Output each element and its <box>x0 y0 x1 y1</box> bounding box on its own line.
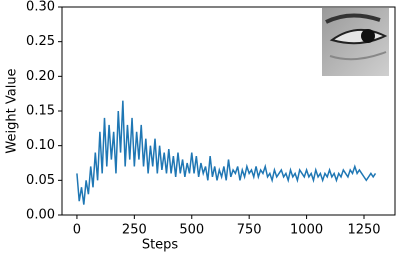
x-axis-label: Steps <box>142 238 179 253</box>
inset-image <box>322 8 389 76</box>
x-tick-label: 0 <box>73 223 81 238</box>
y-tick-label: 0.15 <box>26 104 55 119</box>
y-tick-label: 0.05 <box>26 173 55 188</box>
y-tick-label: 0.25 <box>26 34 55 49</box>
x-tick-label: 750 <box>237 223 262 238</box>
plot-frame <box>61 6 396 216</box>
y-tick-label: 0.00 <box>26 208 55 223</box>
x-tick-label: 1000 <box>290 223 323 238</box>
y-axis-label: Weight Value <box>5 68 20 153</box>
y-tick-label: 0.30 <box>26 0 55 15</box>
data-line <box>76 100 377 205</box>
x-tick-label: 250 <box>122 223 147 238</box>
x-tick-label: 1250 <box>347 223 380 238</box>
x-tick-label: 500 <box>179 223 204 238</box>
y-tick-label: 0.10 <box>26 138 55 153</box>
y-tick-label: 0.20 <box>26 69 55 84</box>
